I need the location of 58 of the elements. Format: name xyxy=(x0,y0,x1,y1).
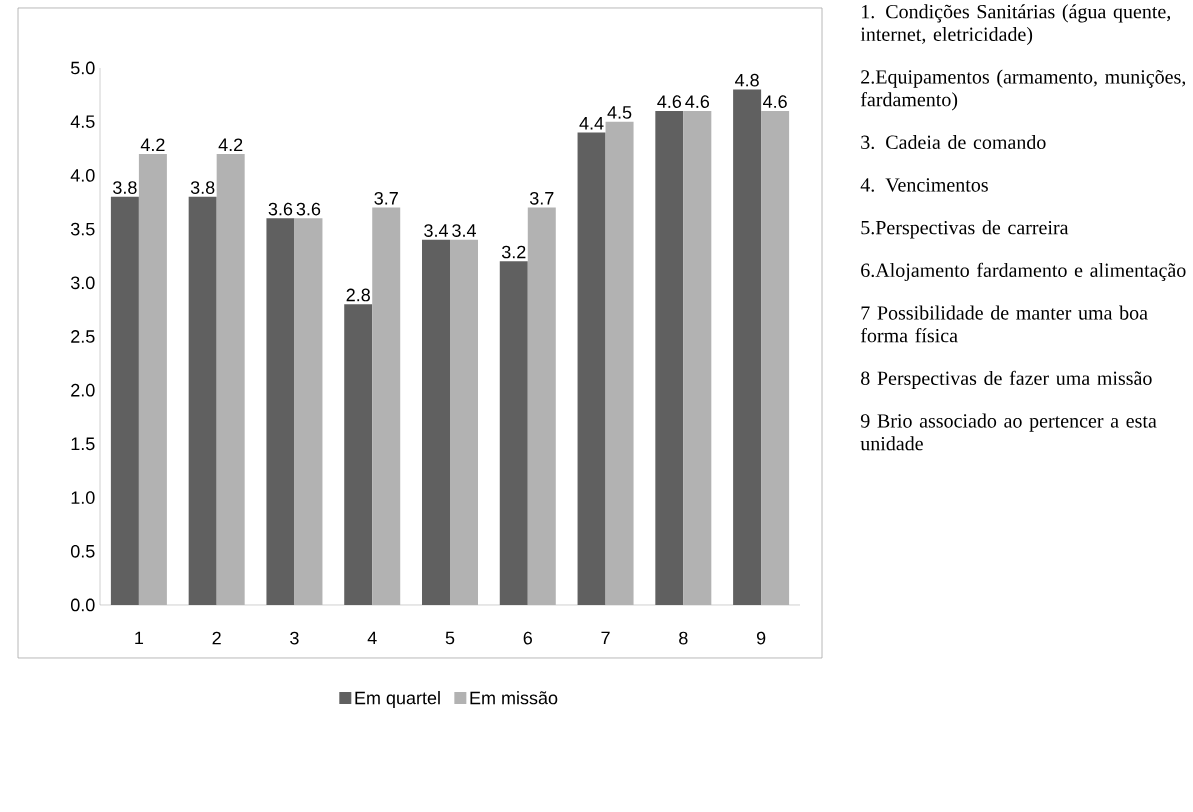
y-tick-label: 5.0 xyxy=(70,61,95,75)
y-tick-label: 1.5 xyxy=(71,437,95,451)
data-label: 4.6 xyxy=(685,95,710,108)
data-label: 3.7 xyxy=(374,191,398,205)
text: 1. Condições Sanitárias (água quente, internet, eletricidade) xyxy=(860,4,1171,46)
x-tick-label: 6 xyxy=(523,631,532,645)
data-label: 3.6 xyxy=(296,202,321,216)
x-tick-label: 4 xyxy=(367,631,377,645)
data-label: 2.8 xyxy=(346,288,370,302)
x-tick-label: 8 xyxy=(679,631,688,645)
data-label: 4.4 xyxy=(579,117,604,130)
y-tick-label: 0.5 xyxy=(70,544,95,558)
text: 2.Equipamentos (armamento, munições, fardamento) xyxy=(860,69,1186,111)
data-label: 3.7 xyxy=(529,191,554,205)
y-tick-label: 1.0 xyxy=(71,491,95,504)
data-label: 3.6 xyxy=(268,202,293,216)
bar xyxy=(344,304,373,605)
text: 9 Brio associado ao pertencer a esta unidade xyxy=(860,413,1157,451)
bar xyxy=(110,196,139,605)
legend-label: Em missão xyxy=(470,691,558,705)
y-tick-label: 4.5 xyxy=(70,115,95,128)
text: 4. Vencimentos xyxy=(860,178,988,192)
bar xyxy=(655,110,684,605)
x-tick-label: 3 xyxy=(290,631,299,645)
data-label: 4.6 xyxy=(657,95,682,108)
x-tick-label: 5 xyxy=(445,631,455,645)
data-label: 3.2 xyxy=(501,245,526,259)
x-tick-label: 7 xyxy=(601,631,610,645)
bar xyxy=(733,89,762,605)
text: 8 Perspectivas de fazer uma missão xyxy=(861,370,1152,390)
bar xyxy=(499,261,528,605)
legend-label: Em quartel xyxy=(355,691,440,708)
data-label: 4.5 xyxy=(607,106,632,119)
data-label: 4.6 xyxy=(763,95,787,108)
y-tick-label: 0.0 xyxy=(70,598,95,612)
x-tick-label: 2 xyxy=(212,631,221,645)
x-tick-label: 1 xyxy=(135,631,144,645)
y-tick-label: 3.0 xyxy=(70,276,95,290)
data-label: 4.8 xyxy=(735,73,759,87)
data-label: 4.2 xyxy=(218,138,243,151)
data-label: 3.4 xyxy=(452,224,476,237)
bar xyxy=(266,218,295,605)
data-label: 3.4 xyxy=(424,224,448,237)
bar xyxy=(188,196,217,605)
data-label: 3.8 xyxy=(113,181,137,194)
text: 3. Cadeia de comando xyxy=(861,134,1046,150)
y-tick-label: 3.5 xyxy=(70,222,95,236)
data-label: 4.2 xyxy=(140,138,165,151)
y-tick-label: 2.0 xyxy=(71,383,95,397)
text: 6.Alojamento fardamento e alimentação xyxy=(861,262,1186,282)
y-tick-label: 2.5 xyxy=(71,330,95,343)
x-tick-label: 9 xyxy=(756,631,766,645)
bar xyxy=(577,132,606,605)
text: 5.Perspectivas de carreira xyxy=(861,220,1069,239)
text: 7 Possibilidade de manter uma boa forma física xyxy=(860,305,1148,343)
bar xyxy=(422,239,450,605)
y-tick-label: 4.0 xyxy=(70,169,95,182)
data-label: 3.8 xyxy=(190,181,215,194)
